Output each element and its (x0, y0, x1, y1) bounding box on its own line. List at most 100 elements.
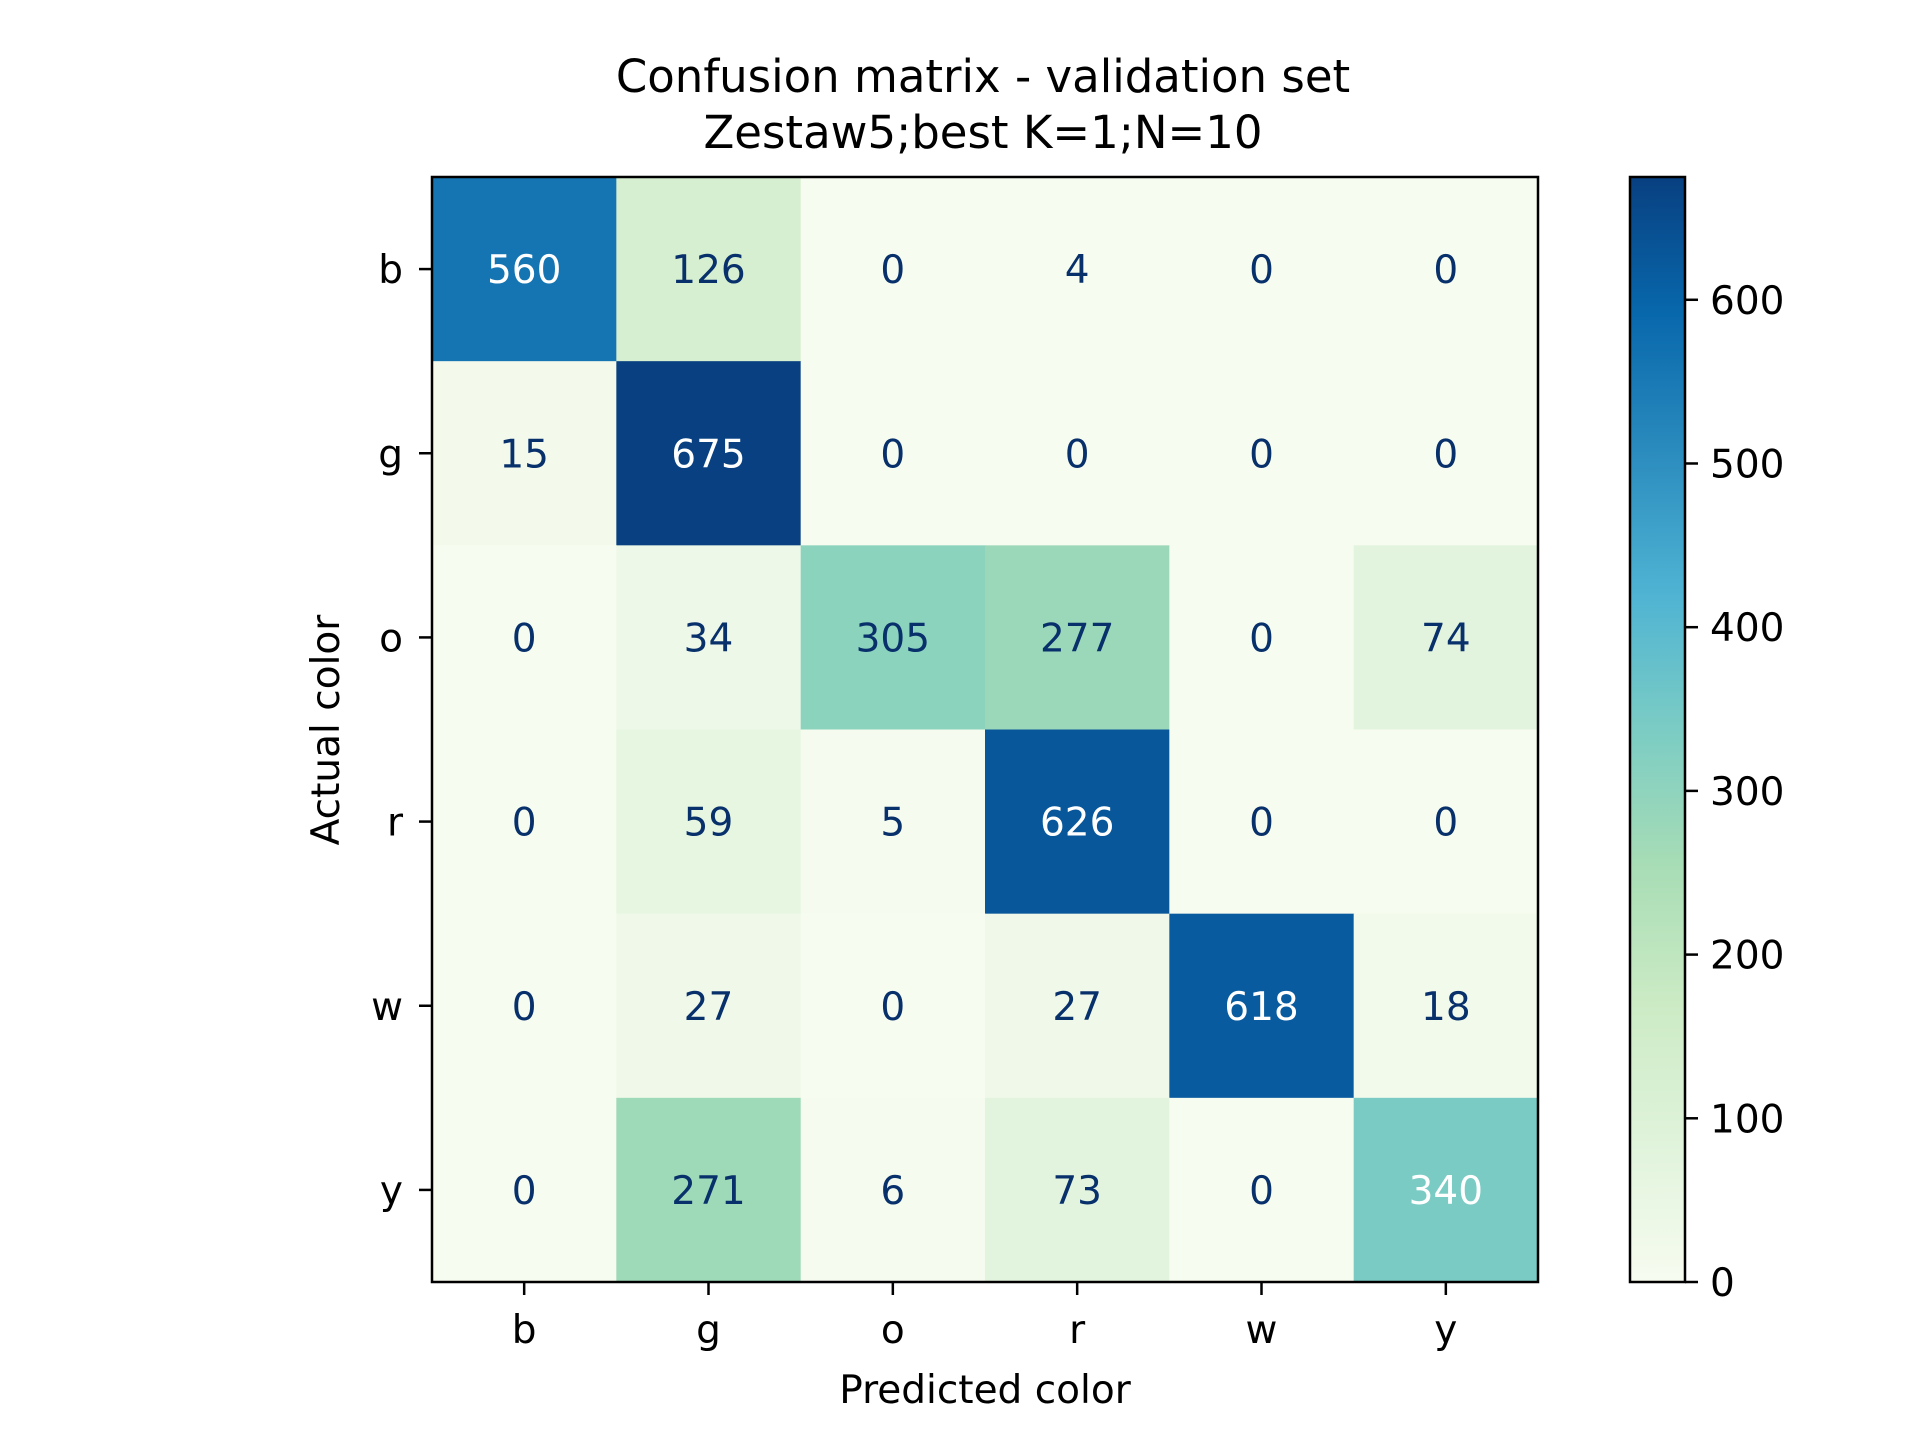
heatmap-cell-y-b (432, 1097, 617, 1283)
heatmap-value-g-b: 15 (499, 432, 549, 477)
heatmap-value-o-r: 277 (1040, 616, 1114, 661)
heatmap-value-w-r: 27 (1052, 985, 1102, 1030)
heatmap-value-y-o: 6 (880, 1169, 905, 1214)
heatmap-value-r-g: 59 (684, 801, 734, 846)
heatmap-cell-o-y (1353, 545, 1539, 731)
heatmap-value-o-w: 0 (1249, 616, 1274, 661)
colorbar (1628, 175, 1687, 1284)
heatmap-value-y-r: 73 (1052, 1169, 1102, 1214)
heatmap-cell-r-b (432, 729, 617, 915)
heatmap-value-g-g: 675 (671, 432, 745, 477)
heatmap-cell-y-g (616, 1097, 802, 1283)
x-axis-label: Predicted color (839, 1368, 1131, 1413)
heatmap-cell-r-w (1169, 729, 1355, 915)
heatmap-cell-b-y (1353, 177, 1539, 362)
heatmap-cell-w-o (800, 913, 986, 1099)
heatmap-value-y-w: 0 (1249, 1169, 1274, 1214)
heatmap-cell-b-w (1169, 177, 1355, 362)
heatmap-cell-g-r (985, 361, 1170, 546)
heatmap-cell-g-w (1169, 361, 1355, 546)
heatmap-cell-b-o (800, 177, 986, 362)
colorbar-tick-label-200: 200 (1710, 934, 1784, 979)
plot-border (430, 175, 1540, 1284)
heatmap-cell-o-g (616, 545, 802, 731)
heatmap-cell-o-b (432, 545, 617, 731)
heatmap-value-y-y: 340 (1409, 1169, 1483, 1214)
heatmap-cell-b-b (432, 177, 617, 362)
y-tick-label-b: b (378, 248, 403, 293)
y-axis-ticks: b g o r w y (371, 248, 432, 1214)
heatmap-cell-r-r (985, 729, 1170, 915)
heatmap-cell-y-y (1353, 1097, 1539, 1283)
heatmap-value-g-r: 0 (1065, 432, 1090, 477)
heatmap-cell-b-r (985, 177, 1170, 362)
heatmap-value-b-g: 126 (671, 248, 745, 293)
heatmap-value-r-o: 5 (880, 801, 905, 846)
x-tick-label-w: w (1246, 1308, 1278, 1353)
x-tick-label-o: o (881, 1308, 905, 1353)
heatmap-value-w-w: 618 (1224, 985, 1298, 1030)
heatmap-cell-g-b (432, 361, 617, 546)
y-tick-label-g: g (378, 432, 403, 477)
heatmap-value-w-b: 0 (512, 985, 537, 1030)
y-tick-label-r: r (387, 801, 404, 846)
heatmap-cell-r-o (800, 729, 986, 915)
heatmap-cell-w-y (1353, 913, 1539, 1099)
heatmap-value-labels: 560 126 0 4 0 0 15 675 0 0 0 0 0 34 305 277 0 74 0 59 5 626 0 0… (487, 248, 1483, 1214)
x-tick-label-b: b (512, 1308, 537, 1353)
heatmap-cell-y-r (985, 1097, 1170, 1283)
x-tick-label-r: r (1069, 1308, 1086, 1353)
colorbar-tick-label-100: 100 (1710, 1097, 1784, 1142)
x-tick-label-g: g (696, 1308, 721, 1353)
y-axis-label: Actual color (304, 614, 349, 846)
heatmap-cell-w-w (1169, 913, 1355, 1099)
heatmap-value-g-o: 0 (880, 432, 905, 477)
heatmap-value-b-r: 4 (1065, 248, 1090, 293)
heatmap-value-o-y: 74 (1421, 616, 1471, 661)
y-tick-label-w: w (371, 985, 403, 1030)
heatmap-value-b-y: 0 (1433, 248, 1458, 293)
chart-subtitle: Zestaw5;best K=1;N=10 (703, 106, 1262, 159)
colorbar-ticks: 0 100 200 300 400 500 600 (1685, 279, 1784, 1306)
heatmap-cell-g-g (616, 361, 802, 546)
heatmap-cell-g-y (1353, 361, 1539, 546)
heatmap-value-r-y: 0 (1433, 801, 1458, 846)
heatmap-cell-r-g (616, 729, 802, 915)
heatmap-value-r-w: 0 (1249, 801, 1274, 846)
y-tick-label-o: o (379, 616, 403, 661)
heatmap-value-g-w: 0 (1249, 432, 1274, 477)
heatmap-cell-w-g (616, 913, 802, 1099)
heatmap-cell-w-r (985, 913, 1170, 1099)
heatmap-value-o-b: 0 (512, 616, 537, 661)
heatmap-cell-w-b (432, 913, 617, 1099)
heatmap-value-w-g: 27 (684, 985, 734, 1030)
heatmap-value-r-r: 626 (1040, 801, 1114, 846)
heatmap-value-y-b: 0 (512, 1169, 537, 1214)
heatmap-cell-r-y (1353, 729, 1539, 915)
heatmap-cell-b-g (616, 177, 802, 362)
heatmap-value-r-b: 0 (512, 801, 537, 846)
heatmap-cell-o-w (1169, 545, 1355, 731)
heatmap-cell-g-o (800, 361, 986, 546)
heatmap-value-b-o: 0 (880, 248, 905, 293)
chart-title: Confusion matrix - validation set (616, 50, 1350, 103)
heatmap-cells (432, 177, 1539, 1283)
colorbar-tick-label-600: 600 (1710, 279, 1784, 324)
colorbar-tick-label-300: 300 (1710, 770, 1784, 815)
heatmap-value-w-y: 18 (1421, 985, 1471, 1030)
heatmap-value-w-o: 0 (880, 985, 905, 1030)
heatmap-value-y-g: 271 (671, 1169, 745, 1214)
y-tick-label-y: y (380, 1169, 403, 1214)
heatmap-value-b-b: 560 (487, 248, 561, 293)
heatmap-value-g-y: 0 (1433, 432, 1458, 477)
heatmap-value-o-g: 34 (684, 616, 734, 661)
x-tick-label-y: y (1434, 1308, 1457, 1353)
heatmap-value-b-w: 0 (1249, 248, 1274, 293)
colorbar-tick-label-0: 0 (1710, 1261, 1735, 1306)
heatmap-cell-o-o (800, 545, 986, 731)
colorbar-tick-label-500: 500 (1710, 442, 1784, 487)
heatmap-value-o-o: 305 (856, 616, 930, 661)
heatmap-cell-y-o (800, 1097, 986, 1283)
